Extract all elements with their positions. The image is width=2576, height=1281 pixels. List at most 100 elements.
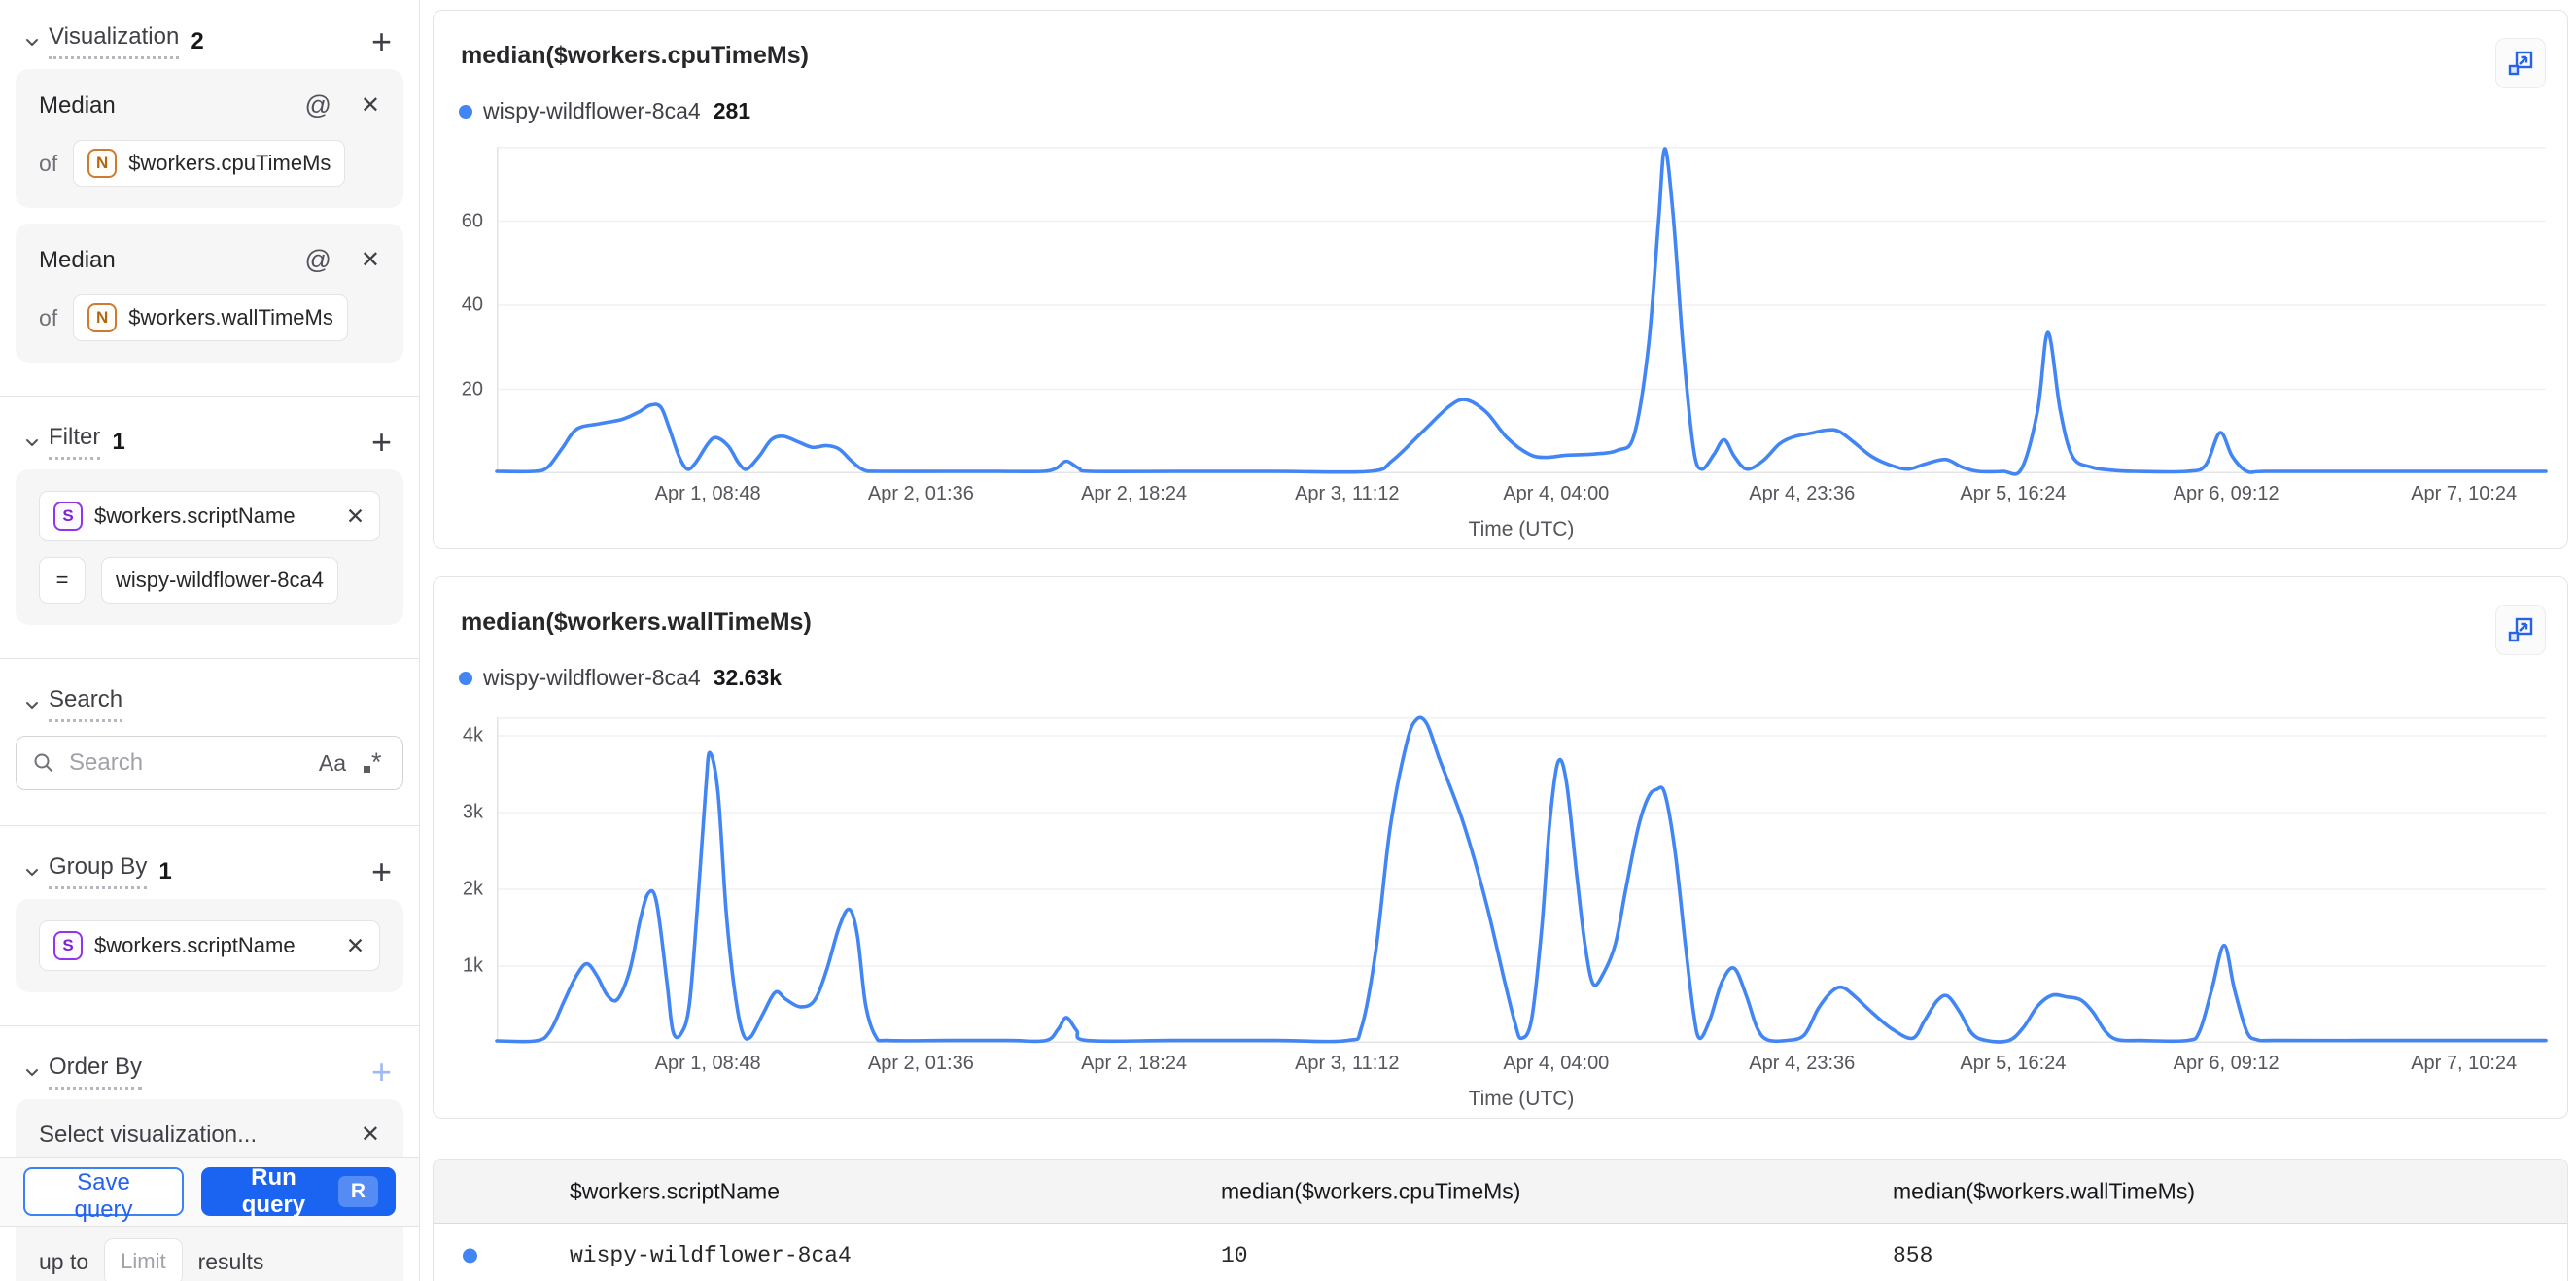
search-section-title[interactable]: Search <box>49 686 123 722</box>
chevron-down-icon[interactable] <box>16 31 49 52</box>
regex-icon[interactable]: * <box>360 749 387 777</box>
order-by-section-title[interactable]: Order By <box>49 1054 143 1090</box>
filter-operator-select[interactable]: = <box>39 557 86 604</box>
series-line <box>495 715 2548 1044</box>
x-axis-title: Time (UTC) <box>1468 518 1575 540</box>
line-chart-cputimems[interactable]: 20 40 60 Apr 1, 08:48 Apr 2, 01:36 Apr 2, 18:… <box>462 147 2548 540</box>
visualization-fn-label[interactable]: Median <box>39 246 116 273</box>
alias-icon[interactable]: @ <box>304 90 331 120</box>
group-by-card: S $workers.scriptName ✕ <box>16 899 403 992</box>
x-axis-tick-label: Apr 4, 04:00 <box>1503 483 1610 504</box>
cell-scriptname: wispy-wildflower-8ca4 <box>570 1242 852 1268</box>
column-header-scriptname: $workers.scriptName <box>570 1178 780 1203</box>
chart-panel-walltimems: median($workers.wallTimeMs) wispy-wildfl… <box>433 576 2568 1119</box>
results-table: $workers.scriptName median($workers.cpuT… <box>433 1159 2568 1281</box>
legend-item[interactable]: wispy-wildflower-8ca4 32.63k <box>459 665 782 691</box>
run-query-button[interactable]: Run query R <box>201 1164 396 1218</box>
field-select-cputimems[interactable]: N $workers.cpuTimeMs <box>73 140 346 187</box>
remove-order-by-icon[interactable]: ✕ <box>360 1122 380 1148</box>
results-label: results <box>197 1248 264 1274</box>
field-select-walltimems[interactable]: N $workers.wallTimeMs <box>73 294 348 341</box>
y-axis-tick-label: 3k <box>462 801 483 823</box>
add-visualization-button[interactable]: + <box>370 20 392 61</box>
filter-value-select[interactable]: wispy-wildflower-8ca4 <box>101 557 338 604</box>
string-type-icon: S <box>53 931 83 960</box>
add-group-by-button[interactable]: + <box>370 850 392 891</box>
visualization-fn-label[interactable]: Median <box>39 91 116 119</box>
filter-section-title[interactable]: Filter <box>49 424 101 460</box>
x-axis-tick-label: Apr 7, 10:24 <box>2411 1053 2518 1074</box>
chevron-down-icon[interactable] <box>16 694 49 715</box>
remove-visualization-icon[interactable]: ✕ <box>360 247 380 273</box>
of-label: of <box>39 304 58 330</box>
section-order-by: Order By + Select visualization... ✕ of … <box>0 1030 419 1281</box>
search-icon <box>32 751 55 775</box>
table-row[interactable]: wispy-wildflower-8ca4 10 858 <box>434 1224 2567 1281</box>
x-axis-tick-label: Apr 5, 16:24 <box>1960 1053 2067 1074</box>
series-dot-icon <box>459 671 472 685</box>
group-by-count: 1 <box>158 857 172 884</box>
results-table-header: $workers.scriptName median($workers.cpuT… <box>434 1160 2567 1224</box>
section-filter: Filter 1 + S $workers.scriptName ✕ = wis… <box>0 400 419 654</box>
filter-count: 1 <box>112 428 125 455</box>
x-axis-tick-label: Apr 4, 23:36 <box>1749 483 1856 504</box>
series-line <box>495 147 2548 476</box>
divider <box>0 825 419 826</box>
line-chart-walltimems[interactable]: 1k 2k 3k 4k Apr 1, 08:48 Apr 2, 01:36 Apr 2, 1… <box>463 715 2548 1110</box>
chart-title: median($workers.cpuTimeMs) <box>461 42 809 69</box>
order-by-visualization-select[interactable]: Select visualization... <box>39 1121 258 1148</box>
sidebar-footer: Save query Run query R <box>0 1157 419 1227</box>
series-dot-icon <box>463 1248 477 1263</box>
legend-item[interactable]: wispy-wildflower-8ca4 281 <box>459 98 750 124</box>
cell-median-cputimems: 10 <box>1221 1242 1248 1268</box>
svg-text:*: * <box>371 749 382 777</box>
numeric-type-icon: N <box>87 149 118 178</box>
up-to-label: up to <box>39 1248 89 1274</box>
remove-group-by-icon[interactable]: ✕ <box>331 921 379 970</box>
chevron-down-icon[interactable] <box>16 432 49 453</box>
save-query-button[interactable]: Save query <box>23 1167 185 1223</box>
field-name: $workers.wallTimeMs <box>128 305 333 329</box>
add-filter-button[interactable]: + <box>370 421 392 462</box>
visualization-count: 2 <box>191 27 204 54</box>
filter-card: S $workers.scriptName ✕ = wispy-wildflow… <box>16 469 403 625</box>
divider <box>0 396 419 397</box>
add-order-by-button[interactable]: + <box>370 1051 392 1091</box>
column-header-median-walltimems: median($workers.wallTimeMs) <box>1893 1178 2195 1203</box>
y-axis-tick-label: 20 <box>461 378 483 399</box>
filter-field-name: $workers.scriptName <box>94 503 296 528</box>
x-axis-tick-label: Apr 2, 18:24 <box>1081 483 1188 504</box>
expand-chart-button[interactable] <box>2495 605 2546 655</box>
group-by-field-name: $workers.scriptName <box>94 933 296 957</box>
chevron-down-icon[interactable] <box>16 861 49 883</box>
x-axis-tick-label: Apr 2, 01:36 <box>867 483 974 504</box>
chevron-down-icon[interactable] <box>16 1061 49 1083</box>
y-axis-tick-label: 60 <box>461 210 483 232</box>
section-visualization: Visualization 2 + Median @ ✕ of N $worke… <box>0 0 419 392</box>
search-input[interactable] <box>69 749 305 777</box>
y-axis-tick-label: 40 <box>461 294 483 316</box>
section-search: Search Aa * <box>0 663 419 821</box>
match-case-icon[interactable]: Aa <box>318 749 346 776</box>
visualization-section-title[interactable]: Visualization <box>49 23 180 59</box>
remove-visualization-icon[interactable]: ✕ <box>360 92 380 119</box>
limit-input[interactable]: Limit <box>104 1238 183 1281</box>
divider <box>0 1025 419 1026</box>
x-axis-title: Time (UTC) <box>1468 1088 1575 1110</box>
group-by-field-select[interactable]: S $workers.scriptName <box>40 921 331 970</box>
search-box: Aa * <box>16 736 403 790</box>
x-axis-tick-label: Apr 3, 11:12 <box>1295 483 1400 504</box>
cell-median-walltimems: 858 <box>1893 1242 1933 1268</box>
legend-series-value: 32.63k <box>713 665 783 690</box>
x-axis-tick-label: Apr 1, 08:48 <box>654 483 761 504</box>
remove-filter-icon[interactable]: ✕ <box>331 492 379 540</box>
x-axis-tick-label: Apr 6, 09:12 <box>2173 483 2280 504</box>
run-query-label: Run query <box>241 1164 306 1218</box>
filter-field-select[interactable]: S $workers.scriptName <box>40 492 331 540</box>
alias-icon[interactable]: @ <box>304 245 331 274</box>
y-axis-tick-label: 1k <box>462 954 483 977</box>
group-by-section-title[interactable]: Group By <box>49 853 148 889</box>
of-label: of <box>39 150 58 176</box>
expand-chart-button[interactable] <box>2495 38 2546 88</box>
